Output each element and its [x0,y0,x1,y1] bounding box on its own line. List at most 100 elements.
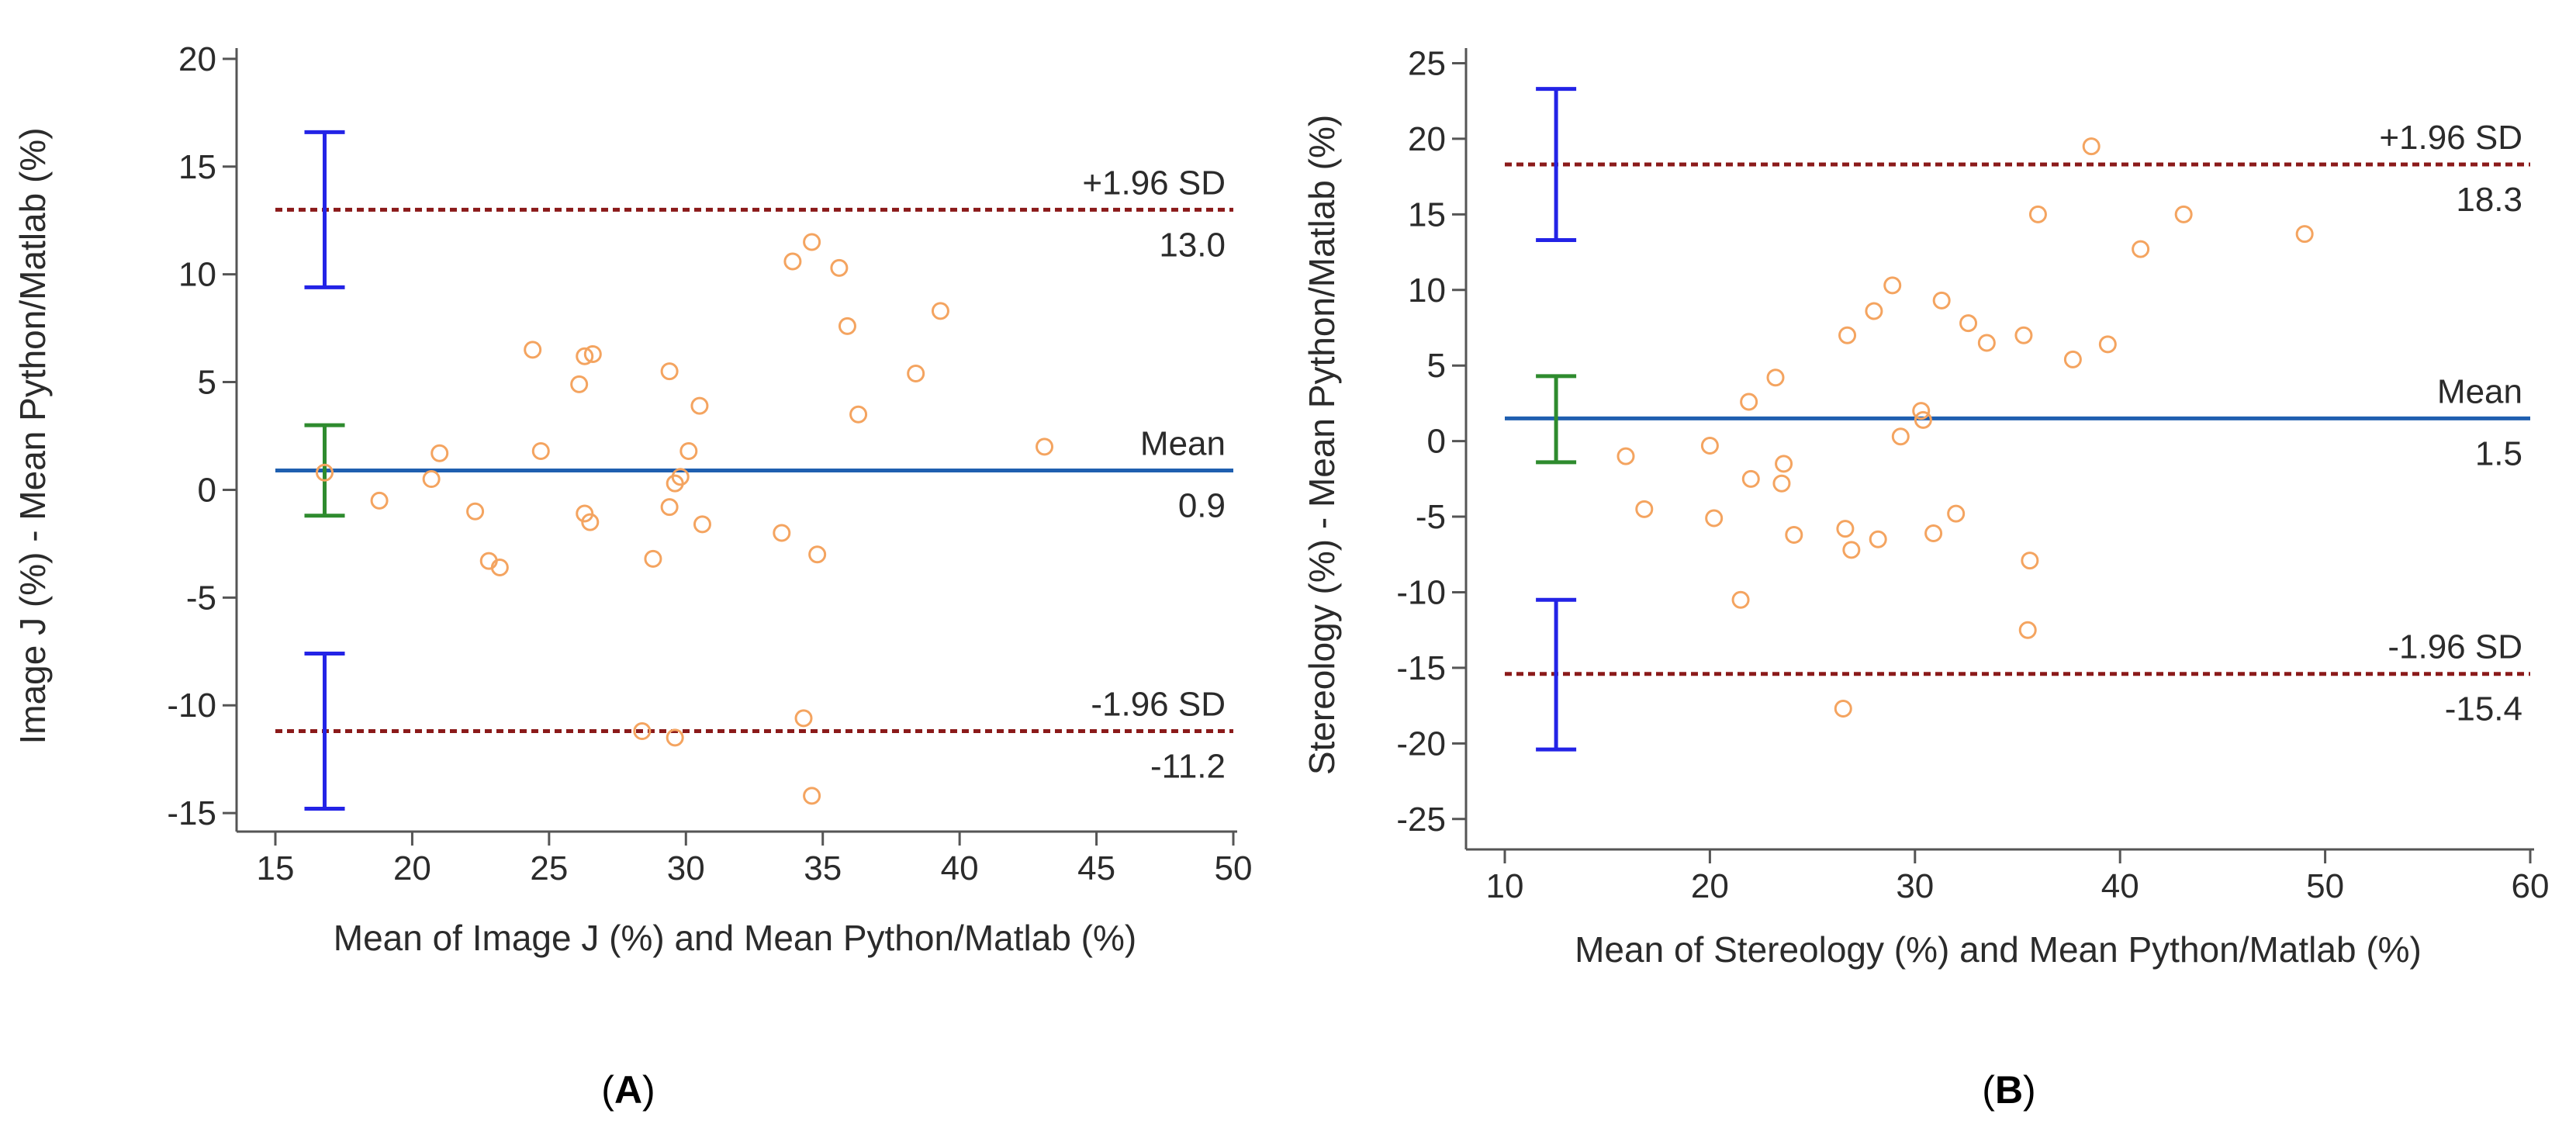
data-point [783,252,802,271]
y-tick-label: 0 [198,471,216,509]
y-tick-label: -15 [167,794,216,832]
data-point [849,405,868,424]
y-tick-label: -10 [167,687,216,725]
y-tick-label: -20 [1396,725,1446,763]
x-tick-label: 15 [257,849,295,887]
data-point [830,258,849,277]
x-tick-label: 40 [941,849,979,887]
x-tick-label: 30 [667,849,705,887]
y-tick-label: 15 [178,148,216,186]
data-point [1036,438,1054,456]
data-point [2132,240,2150,258]
data-point [690,396,709,415]
data-point [1635,500,1654,518]
data-point [1977,334,1996,352]
y-tick-label: 0 [1427,423,1446,461]
y-axis-title: Image J (%) - Mean Python/Matlab (%) [12,127,53,744]
y-tick-label: 25 [1408,44,1446,82]
data-point [430,444,449,462]
data-point [907,364,925,382]
data-point [1914,410,1932,429]
data-point [316,463,334,482]
y-tick-label: 10 [1408,272,1446,310]
panel-label: (B) [1982,1068,2035,1112]
data-point [803,233,821,251]
panel-b: -25 -20 -15 -10 -5 0 5 10 15 20 25 10 20 30 40 50 60 Mean… [1302,44,2549,1112]
y-tick-label: -25 [1396,801,1446,839]
mean-value: 0.9 [1178,486,1226,524]
data-point [1924,524,1943,542]
data-point [660,362,679,381]
data-point [1836,520,1855,538]
data-point [1741,469,1760,488]
y-tick-label: 15 [1408,195,1446,233]
data-point [660,498,679,517]
x-tick-label: 45 [1077,849,1115,887]
data-point [2018,621,2037,639]
data-point [803,787,821,805]
data-point [679,441,698,460]
data-point [1731,590,1750,609]
x-axis-title: Mean of Stereology (%) and Mean Python/M… [1575,929,2422,970]
data-point [773,524,791,542]
mean-label: Mean [2437,372,2522,410]
y-tick-label: 10 [178,256,216,294]
data-point [490,558,509,576]
data-point [1891,427,1910,446]
data-point [531,441,550,460]
data-point [666,728,684,747]
x-tick-label: 60 [2512,867,2550,905]
lower-loa-value: -11.2 [1150,748,1226,786]
data-point [1700,436,1719,455]
mean-value: 1.5 [2475,434,2522,472]
data-point [2021,552,2039,570]
x-tick-label: 40 [2101,867,2139,905]
lower-loa-label: -1.96 SD [2388,628,2522,666]
y-tick-label: -5 [186,579,216,617]
data-point [1772,474,1791,493]
mean-label: Mean [1140,424,1226,462]
x-tick-label: 20 [1691,867,1729,905]
lower-loa-value: -15.4 [2445,690,2522,728]
data-point [1766,368,1785,387]
data-point [583,344,602,363]
data-point [2014,326,2033,344]
data-point [1869,530,1887,548]
data-point [576,347,594,365]
data-point [1775,455,1793,473]
data-point [422,470,441,489]
data-point [2082,137,2101,156]
data-point [524,341,542,359]
data-point [2098,335,2117,354]
y-tick-label: 5 [198,364,216,402]
data-point [693,515,711,534]
data-point [570,375,589,393]
data-point [2028,205,2047,223]
data-point [644,549,662,568]
data-point [1838,326,1857,344]
upper-loa-value: 13.0 [1159,226,1226,264]
x-tick-label: 50 [1215,849,1253,887]
upper-loa-label: +1.96 SD [1082,164,1226,202]
data-point [1947,504,1966,523]
y-tick-label: 20 [1408,120,1446,158]
data-point [2295,225,2314,244]
data-point [466,502,485,521]
data-point [838,316,856,335]
data-point [1932,291,1951,310]
x-tick-label: 20 [393,849,431,887]
x-tick-label: 10 [1486,867,1524,905]
data-point [931,302,949,320]
panel-a: -15 -10 -5 0 5 10 15 20 15 20 25 30 35 40 45 50 Mean of … [12,40,1252,1112]
data-point [2063,350,2082,368]
x-tick-label: 50 [2306,867,2344,905]
data-point [671,468,690,486]
x-tick-label: 35 [804,849,842,887]
upper-loa-label: +1.96 SD [2379,119,2522,157]
y-tick-label: 20 [178,40,216,78]
data-point [1959,314,1978,333]
data-point [808,545,827,564]
y-tick-label: -10 [1396,573,1446,611]
data-point [1865,302,1883,320]
